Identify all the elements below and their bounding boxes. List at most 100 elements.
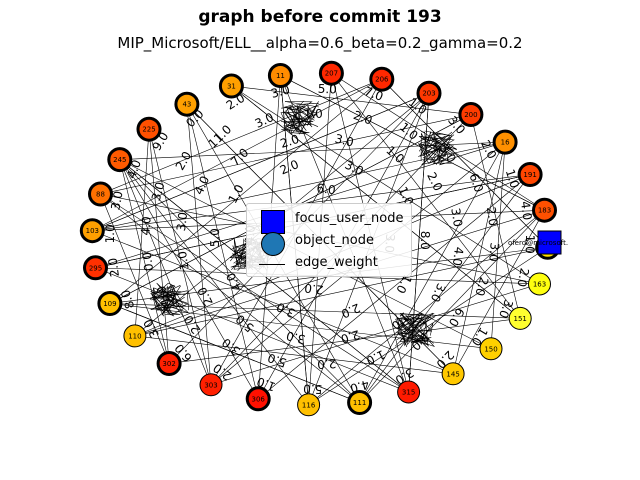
edge-cluster — [307, 105, 315, 127]
edge-cluster — [283, 124, 312, 135]
edge-weight-label: 3.0 — [343, 158, 366, 179]
object-node: 207 — [318, 60, 344, 86]
edge-cluster — [428, 142, 448, 163]
edge — [95, 267, 409, 393]
object-node-label: 31 — [227, 83, 236, 91]
legend-square-icon — [261, 210, 285, 234]
object-node-label: 306 — [252, 395, 266, 403]
edge-weight-label: 3.0 — [486, 242, 501, 262]
edge-weight-label: 2.0 — [304, 281, 325, 297]
object-node-label: 151 — [514, 315, 527, 323]
edge — [100, 193, 170, 364]
legend-line-icon — [259, 264, 285, 265]
legend-item-object-node: object_node — [253, 232, 409, 256]
object-node-circle — [517, 162, 543, 187]
object-node-label: 109 — [103, 300, 116, 308]
edge-cluster — [285, 105, 315, 126]
object-node-circle — [532, 197, 557, 223]
edge-weight-label: 7.0 — [228, 145, 251, 168]
edge — [134, 246, 548, 337]
object-node-label: 295 — [89, 264, 102, 272]
edge-cluster — [398, 312, 436, 348]
edge-weight-label: 1.0 — [103, 224, 117, 243]
edge-cluster — [396, 323, 434, 337]
object-node: 31 — [218, 73, 244, 99]
edge-weight-label: 3.0 — [408, 330, 431, 353]
object-node-circle — [528, 272, 551, 296]
edge-cluster — [288, 105, 307, 134]
edge-cluster — [284, 101, 320, 112]
edge-weight-label: 3.0 — [174, 211, 190, 232]
legend-circle-icon — [261, 232, 285, 256]
edge — [134, 129, 150, 336]
object-node-circle — [297, 393, 321, 417]
object-node-circle — [83, 255, 108, 281]
object-node-circle — [79, 218, 105, 244]
object-node: 200 — [458, 102, 484, 127]
edge — [280, 75, 545, 211]
edge-weight-label: 2.0 — [339, 327, 361, 346]
edge — [119, 159, 212, 385]
edge-cluster — [421, 145, 442, 165]
edge — [148, 129, 170, 364]
object-node: 103 — [79, 218, 105, 244]
edge-weight-label: 3.0 — [285, 328, 307, 346]
object-node-circle — [88, 181, 113, 207]
legend-item-focus-user-node: focus_user_node — [253, 210, 409, 234]
object-node-circle — [245, 386, 271, 412]
edge — [100, 114, 471, 195]
object-node-label: 303 — [204, 381, 217, 389]
object-node-label: 103 — [86, 227, 99, 235]
object-node: 145 — [441, 362, 465, 386]
focus-node-group: oferd@microsoft. — [508, 230, 568, 255]
edge-weight-label: 1.0 — [503, 167, 522, 189]
edge — [452, 210, 545, 374]
object-node: 11 — [267, 63, 293, 88]
edge-cluster — [290, 106, 300, 135]
object-node: 150 — [479, 337, 503, 361]
legend-label-object: object_node — [295, 233, 375, 248]
edge-cluster — [397, 316, 423, 334]
edge-weight-label: 2.0 — [352, 108, 375, 128]
object-node: 302 — [156, 351, 182, 376]
object-node-circle — [416, 80, 442, 106]
edge-cluster — [422, 143, 440, 162]
edge-weight-label: 2.0 — [339, 301, 362, 321]
edge-weight-label: 3.0 — [274, 299, 297, 320]
edge — [92, 230, 454, 375]
object-node-label: 43 — [182, 101, 191, 109]
object-node: 151 — [508, 306, 532, 330]
edge-weight-label: 4.0 — [349, 377, 371, 395]
object-node-circle — [492, 129, 518, 155]
edge-cluster — [399, 316, 429, 342]
edge-weight-label: 1.0 — [364, 347, 387, 368]
object-node: 111 — [347, 390, 373, 415]
edge-cluster — [281, 121, 314, 134]
edge — [359, 209, 545, 403]
edge — [148, 129, 212, 385]
legend-label-focus: focus_user_node — [295, 211, 404, 226]
edge-weight-label: 8.0 — [418, 231, 432, 250]
object-node-label: 203 — [422, 90, 435, 98]
edge — [308, 247, 548, 406]
object-node-label: 191 — [523, 171, 536, 179]
edge — [231, 85, 521, 319]
object-node: 303 — [199, 373, 223, 397]
object-node-label: 16 — [501, 139, 510, 147]
object-node-circle — [397, 380, 421, 404]
object-node-label: 206 — [375, 76, 389, 84]
edge-cluster — [420, 130, 450, 144]
object-node-circle — [347, 390, 373, 415]
edge-weight-label: 3.0 — [448, 207, 465, 228]
edge-cluster — [422, 130, 453, 157]
edge-cluster — [398, 317, 428, 345]
object-node-circle — [107, 147, 133, 173]
edge-cluster — [436, 144, 455, 165]
edge-cluster — [418, 143, 457, 157]
edge — [331, 73, 521, 319]
chart-title: graph before commit 193 — [198, 7, 442, 27]
object-node-circle — [318, 60, 344, 86]
object-node-label: 145 — [446, 370, 459, 378]
object-node-label: 111 — [353, 399, 366, 407]
object-node: 88 — [88, 181, 113, 207]
